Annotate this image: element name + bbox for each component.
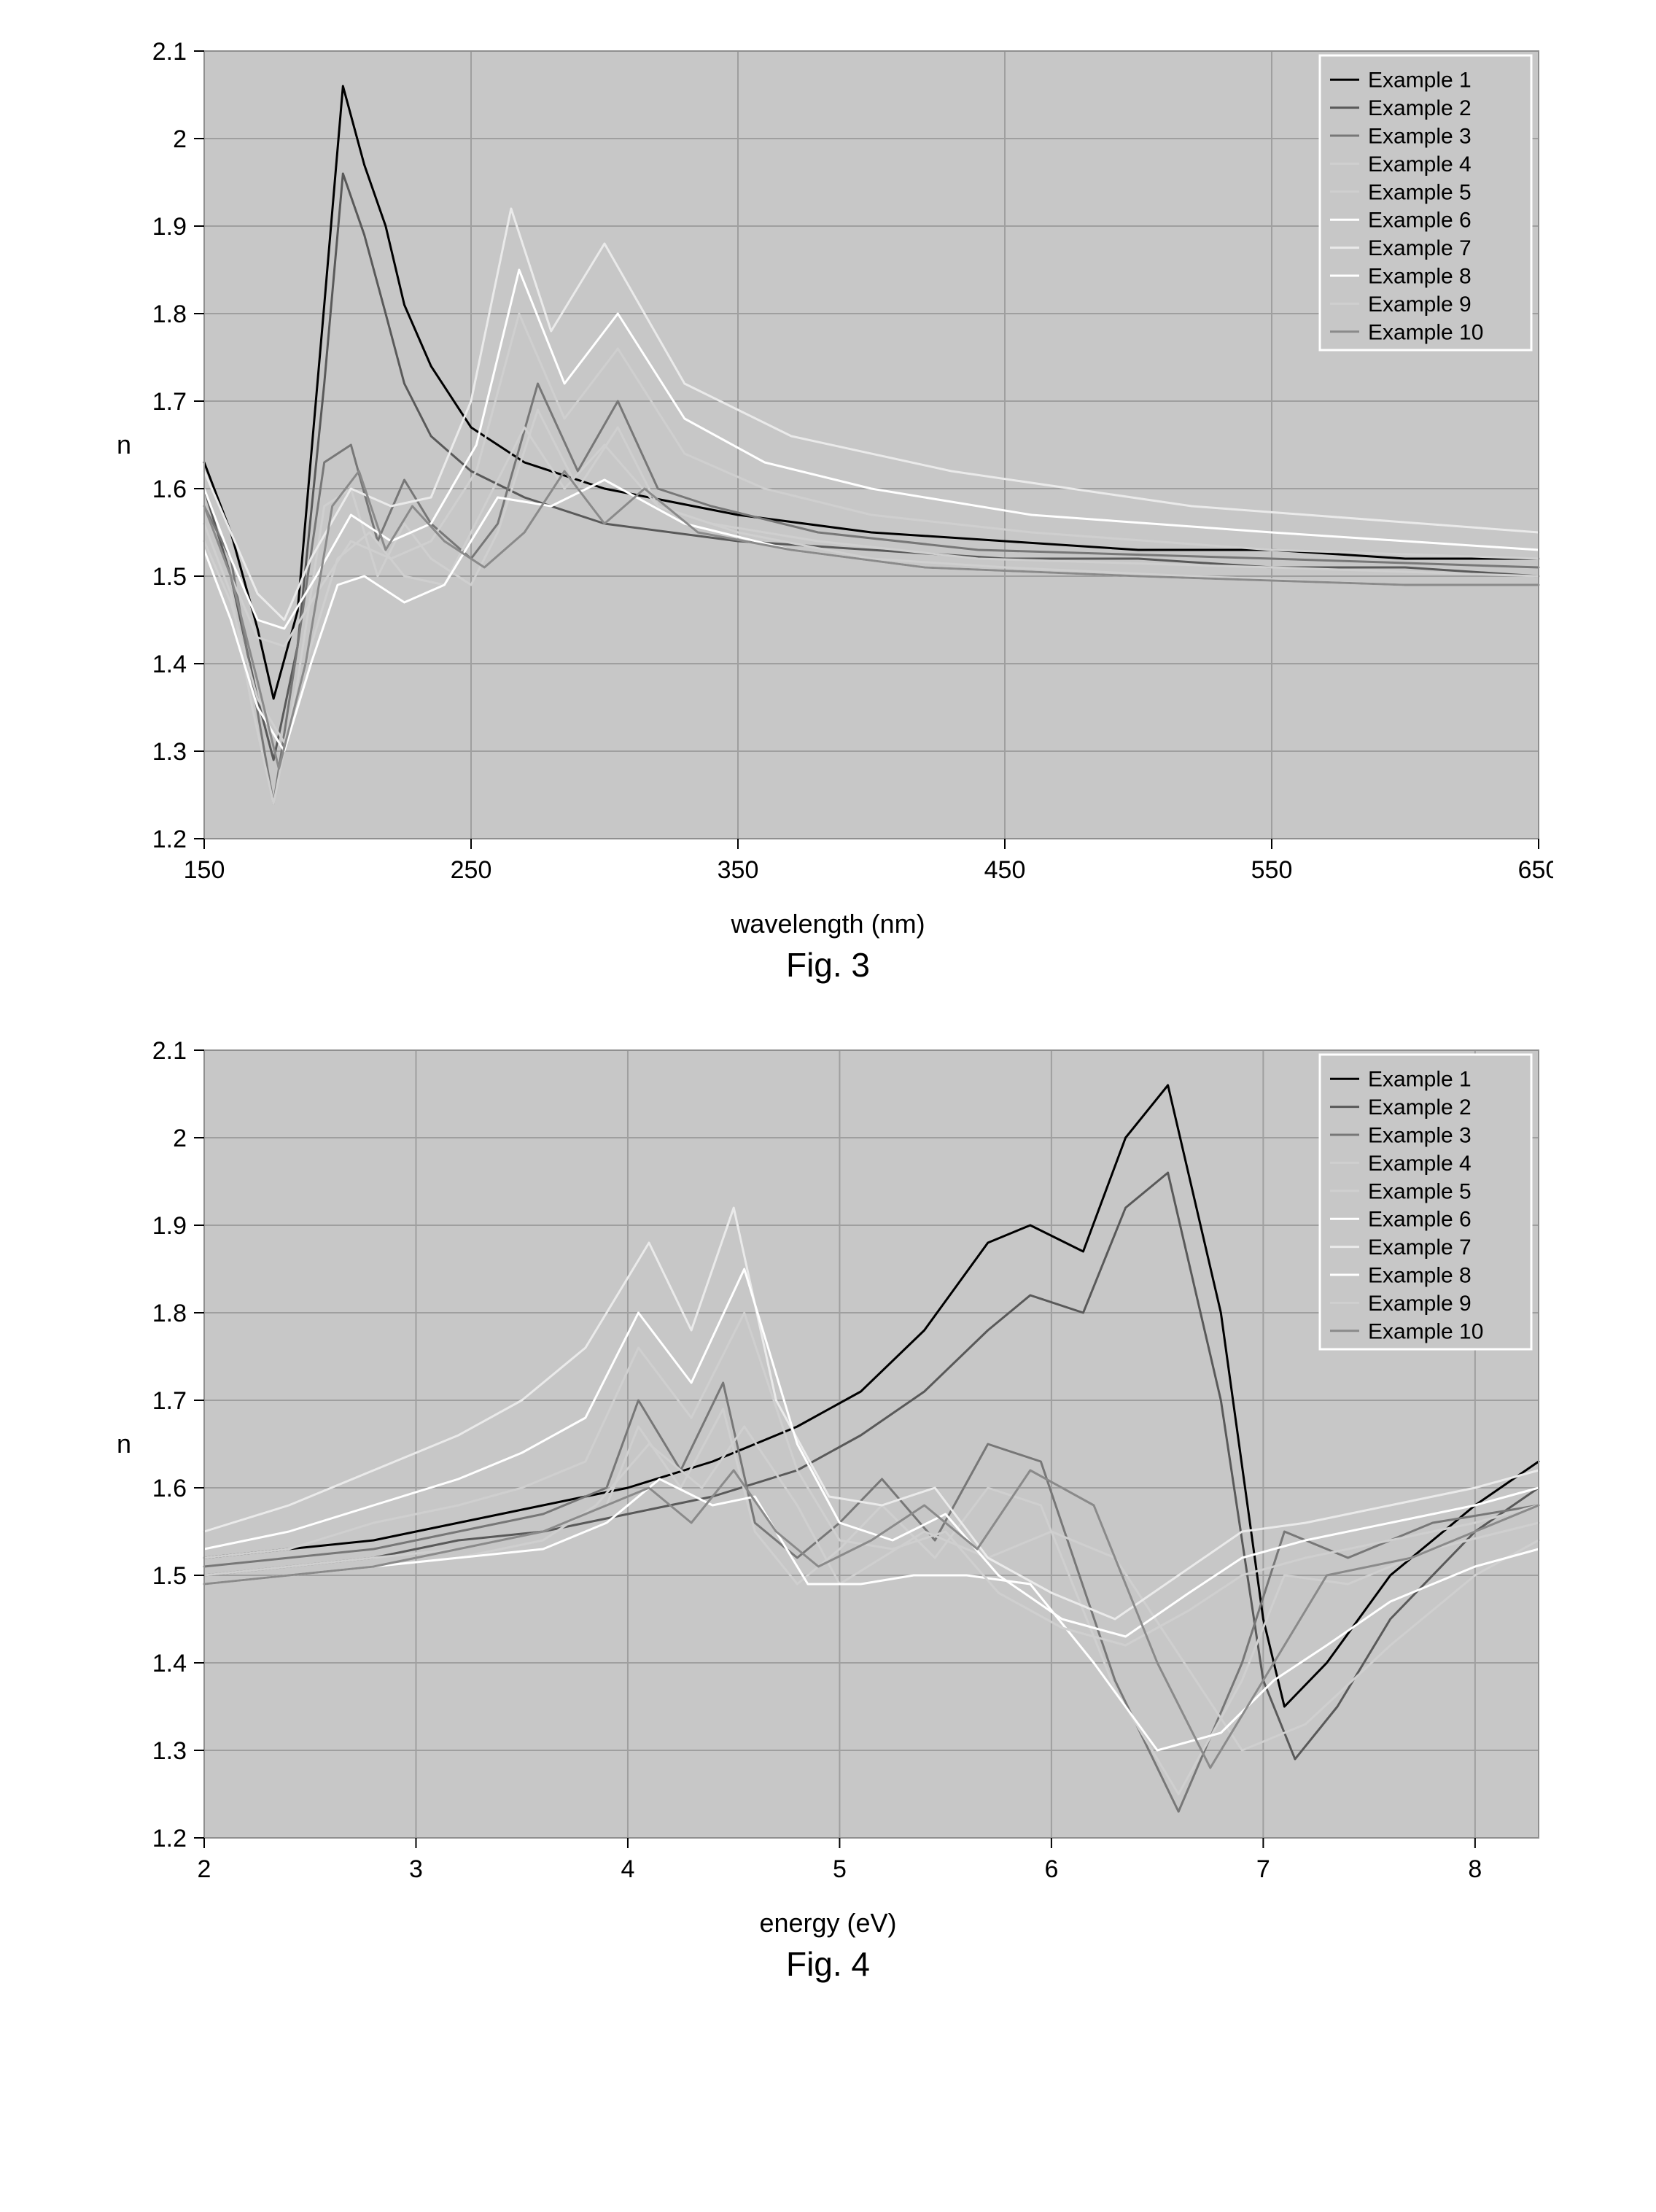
chart4-caption: Fig. 4 xyxy=(102,1944,1554,1984)
legend-label: Example 1 xyxy=(1368,1068,1472,1092)
y-axis-label: n xyxy=(117,430,131,459)
chart3-caption: Fig. 3 xyxy=(102,945,1554,985)
chart-3: 150 250 350 450 550 650 1.2 1.3 1.4 1.5 1.6 1.7 1.8 1… xyxy=(102,29,1553,904)
y-tick-label: 1.2 xyxy=(152,1825,187,1852)
legend-label: Example 9 xyxy=(1368,292,1472,317)
legend-label: Example 1 xyxy=(1368,69,1472,93)
y-tick-label: 1.6 xyxy=(152,1475,187,1502)
y-tick-label: 1.8 xyxy=(152,300,187,328)
y-tick-label: 1.5 xyxy=(152,1562,187,1590)
legend-label: Example 3 xyxy=(1368,1124,1472,1148)
x-tick-label: 5 xyxy=(833,1855,847,1883)
legend-label: Example 8 xyxy=(1368,265,1472,289)
x-tick-label: 4 xyxy=(621,1855,634,1883)
y-axis-label: n xyxy=(117,1429,131,1459)
legend-label: Example 7 xyxy=(1368,1235,1472,1260)
y-tick-label: 1.3 xyxy=(152,1737,187,1765)
x-tick-label: 3 xyxy=(409,1855,423,1883)
y-tick-label: 1.4 xyxy=(152,651,187,678)
y-tick-label: 1.4 xyxy=(152,1650,187,1677)
x-tick-label: 650 xyxy=(1518,856,1553,884)
legend-label: Example 5 xyxy=(1368,180,1472,204)
y-tick-label: 1.7 xyxy=(152,1387,187,1415)
x-tick-label: 250 xyxy=(451,856,492,884)
legend-label: Example 5 xyxy=(1368,1179,1472,1203)
chart3-xlabel: wavelength (nm) xyxy=(102,909,1554,939)
y-tick-label: 2.1 xyxy=(152,38,187,66)
y-tick-label: 1.7 xyxy=(152,388,187,416)
x-tick-label: 2 xyxy=(198,1855,211,1883)
y-tick-label: 1.8 xyxy=(152,1300,187,1327)
legend-label: Example 6 xyxy=(1368,209,1472,233)
x-tick-label: 550 xyxy=(1251,856,1293,884)
chart-4: 2 3 4 5 6 7 8 1.2 1.3 1.4 1.5 1.6 1.7 1.8 1.9 2 2.1 n Exam… xyxy=(102,1028,1553,1904)
y-tick-label: 2.1 xyxy=(152,1037,187,1065)
legend-label: Example 10 xyxy=(1368,1319,1483,1343)
y-tick-label: 1.3 xyxy=(152,738,187,766)
legend-label: Example 3 xyxy=(1368,125,1472,149)
legend-label: Example 2 xyxy=(1368,1095,1472,1119)
y-tick-label: 1.6 xyxy=(152,476,187,503)
legend-label: Example 4 xyxy=(1368,152,1472,176)
legend-label: Example 7 xyxy=(1368,236,1472,260)
y-tick-label: 2 xyxy=(173,1125,187,1152)
legend-label: Example 10 xyxy=(1368,320,1483,344)
legend-label: Example 8 xyxy=(1368,1264,1472,1288)
x-tick-label: 7 xyxy=(1256,1855,1270,1883)
x-tick-label: 350 xyxy=(718,856,759,884)
legend-label: Example 6 xyxy=(1368,1208,1472,1232)
chart4-xlabel: energy (eV) xyxy=(102,1908,1554,1939)
y-tick-label: 1.5 xyxy=(152,563,187,591)
x-tick-label: 8 xyxy=(1468,1855,1482,1883)
figure-3-block: 150 250 350 450 550 650 1.2 1.3 1.4 1.5 1.6 1.7 1.8 1… xyxy=(0,0,1656,999)
figure-4-block: 2 3 4 5 6 7 8 1.2 1.3 1.4 1.5 1.6 1.7 1.8 1.9 2 2.1 n Exam… xyxy=(0,999,1656,1998)
legend-label: Example 2 xyxy=(1368,96,1472,120)
x-tick-label: 450 xyxy=(984,856,1026,884)
y-tick-label: 1.9 xyxy=(152,213,187,241)
legend-label: Example 9 xyxy=(1368,1292,1472,1316)
y-tick-label: 1.2 xyxy=(152,826,187,853)
x-tick-label: 6 xyxy=(1044,1855,1058,1883)
y-tick-label: 2 xyxy=(173,125,187,153)
y-tick-label: 1.9 xyxy=(152,1212,187,1240)
legend-label: Example 4 xyxy=(1368,1152,1472,1176)
x-tick-label: 150 xyxy=(184,856,225,884)
